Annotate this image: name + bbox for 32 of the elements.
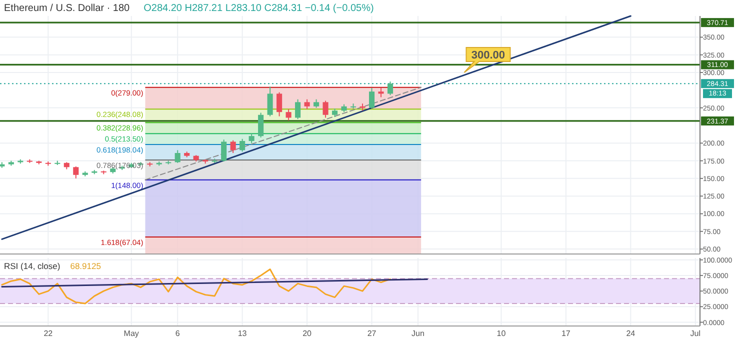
x-tick-label: 22 (44, 329, 54, 338)
x-tick-label: 6 (175, 329, 180, 338)
x-tick-label: Jul (690, 329, 701, 338)
chart-title: Ethereum / U.S. Dollar · 180 (4, 3, 130, 14)
candlestick (276, 92, 282, 117)
candlestick (230, 140, 236, 154)
candlestick (286, 108, 292, 122)
annotation: 300.00 (471, 50, 506, 62)
candlestick (174, 150, 180, 164)
candlestick (378, 88, 384, 98)
x-tick-label: 20 (302, 329, 312, 338)
candlestick (304, 98, 310, 110)
candlestick (240, 138, 246, 152)
candlestick (322, 100, 328, 118)
x-tick-label: 24 (626, 329, 636, 338)
chart-subtitle: O284.20 H287.21 L283.10 C284.31 −0.14 (−0.05%) (144, 3, 374, 14)
x-tick-label: 10 (496, 329, 506, 338)
x-tick-label: 27 (367, 329, 377, 338)
candlestick (73, 166, 79, 179)
x-tick-label: Jun (412, 329, 424, 338)
annotation: 68.9125 (70, 261, 102, 271)
candlestick (267, 86, 273, 117)
candlestick (387, 81, 394, 96)
candlestick (258, 112, 264, 138)
candlestick (221, 139, 227, 162)
chart-title: RSI (14, close) (4, 261, 60, 271)
x-tick-label: May (124, 329, 139, 338)
candlestick (368, 88, 375, 110)
x-tick-label: 17 (561, 329, 571, 338)
x-tick-label: 13 (238, 329, 248, 338)
candlestick (248, 132, 254, 144)
candlestick (295, 98, 301, 120)
